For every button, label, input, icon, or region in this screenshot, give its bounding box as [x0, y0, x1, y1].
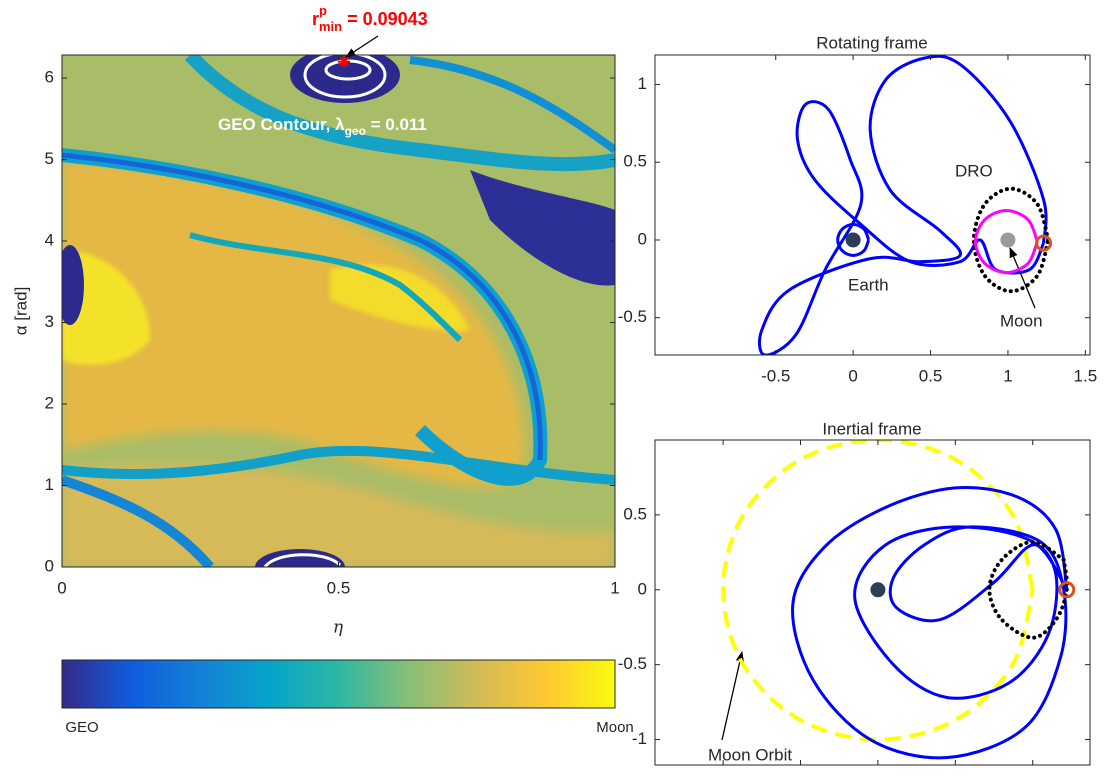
- min-subscript: min: [319, 19, 342, 34]
- trajectory-line: [987, 539, 1070, 640]
- y-tick-label: 0: [638, 579, 647, 598]
- min-superscript: p: [319, 3, 327, 18]
- x-tick-label: 0: [848, 366, 857, 385]
- colorbar: [61, 659, 616, 709]
- y-tick-label: 0: [45, 556, 54, 575]
- colorbar-min-label: GEO: [65, 719, 98, 736]
- y-tick-label: 5: [45, 149, 54, 168]
- x-tick-label: -0.5: [761, 366, 790, 385]
- plot-data: [721, 440, 1076, 760]
- trajectory-line: [836, 222, 871, 258]
- x-tick-label: -1: [716, 776, 731, 780]
- x-axis-label: η: [333, 618, 344, 638]
- marker: [1000, 232, 1016, 248]
- x-tick-label: 1.5: [1074, 366, 1098, 385]
- y-tick-label: 3: [45, 312, 54, 331]
- contour-value: = 0.011: [366, 115, 427, 134]
- x-tick-label: 0.5: [327, 578, 351, 597]
- y-tick-label: 1: [638, 74, 647, 93]
- marker: [1035, 234, 1053, 252]
- annotation: Earth: [848, 275, 889, 294]
- annotation-arrow: [1009, 247, 1036, 309]
- colorbar-max-label: Moon: [596, 719, 634, 736]
- contour-subscript: geo: [345, 124, 366, 138]
- heatmap-field: [62, 55, 615, 567]
- annotation-arrow: [345, 35, 379, 58]
- contour-annotation: GEO Contour, λgeo = 0.011: [218, 115, 427, 138]
- plot-data: [757, 55, 1053, 355]
- y-tick-label: 1: [45, 475, 54, 494]
- trajectory-line: [721, 440, 1035, 742]
- x-tick-label: 0.5: [919, 366, 943, 385]
- y-tick-label: -0.5: [618, 307, 647, 326]
- plot-frame: [654, 439, 1091, 766]
- marker: [870, 582, 886, 598]
- marker: [1058, 581, 1076, 599]
- x-tick-label: 1: [1028, 776, 1037, 780]
- min-point: [338, 55, 351, 68]
- min-symbol: r: [312, 9, 319, 29]
- y-tick-label: 6: [45, 68, 54, 87]
- annotation-arrow: [721, 650, 744, 741]
- x-tick-label: 0: [873, 776, 882, 780]
- trajectory-line: [791, 486, 1069, 760]
- trajectory-line: [973, 208, 1039, 275]
- annotation: Moon Orbit: [708, 745, 792, 764]
- annotation: Moon: [1000, 311, 1043, 330]
- y-axis-label: α [rad]: [11, 287, 30, 336]
- x-tick-label: 0: [57, 578, 66, 597]
- min-value: = 0.09043: [342, 9, 428, 29]
- y-tick-label: -1: [632, 729, 647, 748]
- x-tick-label: 1: [610, 578, 619, 597]
- plot-frame: [654, 54, 1091, 356]
- trajectory-line: [971, 186, 1051, 294]
- y-tick-label: 0: [638, 229, 647, 248]
- x-tick-label: -0.5: [786, 776, 815, 780]
- min-annotation: rp min = 0.09043: [312, 3, 428, 34]
- trajectory-line: [757, 55, 1048, 355]
- contour-text: GEO Contour, λ: [218, 115, 345, 134]
- x-tick-label: 0.5: [944, 776, 968, 780]
- plot-data: [338, 55, 351, 68]
- y-tick-label: -0.5: [618, 654, 647, 673]
- y-tick-label: 2: [45, 394, 54, 413]
- y-tick-label: 4: [45, 231, 54, 250]
- chart-title: Inertial frame: [822, 419, 921, 438]
- annotation: DRO: [955, 161, 993, 180]
- x-tick-label: 1: [1003, 366, 1012, 385]
- marker: [845, 232, 861, 248]
- chart-title: Rotating frame: [816, 33, 928, 52]
- y-tick-label: 0.5: [623, 152, 647, 171]
- y-tick-label: 0.5: [623, 504, 647, 523]
